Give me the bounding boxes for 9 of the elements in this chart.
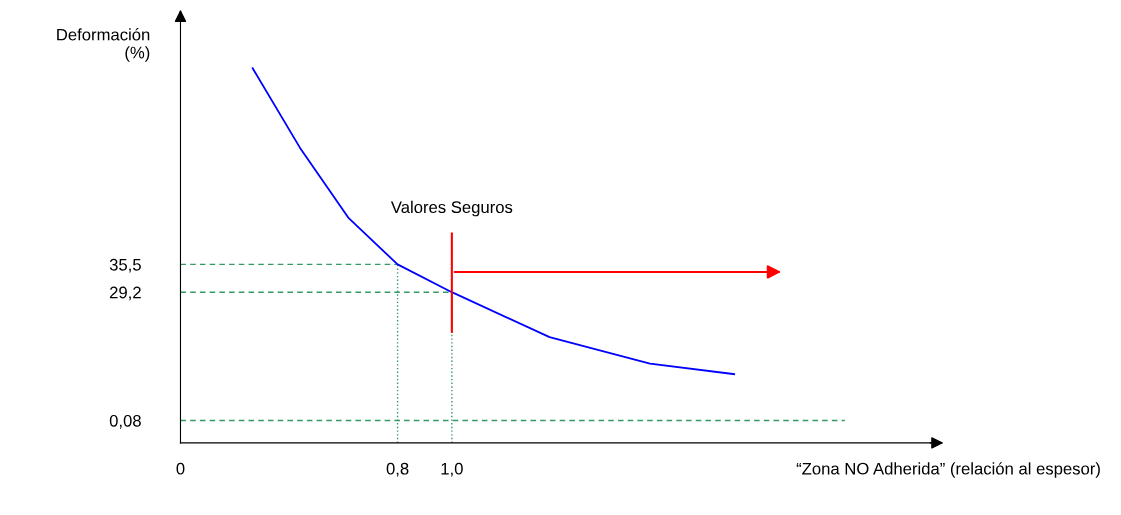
ref-line-label: Valores Seguros <box>390 200 513 217</box>
y-axis-title: Deformación (%) <box>57 28 150 62</box>
x-tick-label: 0 <box>176 462 185 475</box>
x-tick-label: 1,0 <box>441 462 463 477</box>
y-tick-label: 29,2 <box>110 286 141 301</box>
x-axis-title: “Zona NO Adherida” (relación al espesor) <box>796 462 1100 478</box>
y-tick-label: 35,5 <box>109 258 141 273</box>
x-tick-label: 0,8 <box>386 462 409 477</box>
y-tick-label: 0,08 <box>109 414 141 429</box>
